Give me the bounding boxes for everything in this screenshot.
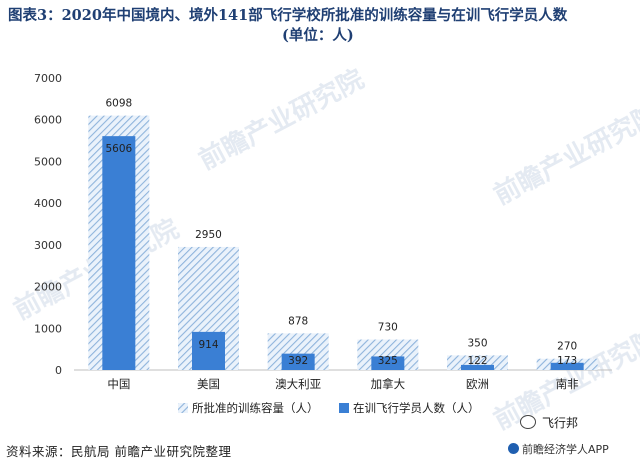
y-tick-label: 3000 <box>34 239 62 252</box>
x-tick-label: 美国 <box>197 377 220 391</box>
y-tick-label: 2000 <box>34 281 62 294</box>
legend: 所批准的训练容量（人） 在训飞行学员人数（人） <box>178 401 480 415</box>
legend-student-swatch <box>339 403 349 413</box>
wechat-label: 飞行邦 <box>542 416 579 430</box>
y-tick-label: 7000 <box>34 72 62 85</box>
student-value-label: 5606 <box>105 143 132 155</box>
axes: 0 1000 2000 3000 4000 5000 6000 7000 <box>34 72 612 377</box>
x-tick-label: 南非 <box>556 377 579 391</box>
brand-logo-icon <box>508 443 519 454</box>
x-tick-label: 中国 <box>107 377 130 391</box>
data-labels: 6098 5606 中国 2950 914 美国 878 392 澳大利亚 730 325 加拿大 35… <box>105 98 579 391</box>
student-value-label: 325 <box>378 355 398 367</box>
capacity-value-label: 730 <box>378 322 398 334</box>
y-tick-label: 1000 <box>34 322 62 335</box>
student-value-label: 173 <box>557 355 577 367</box>
capacity-value-label: 878 <box>288 315 308 327</box>
title-line-1: 图表3：2020年中国境内、境外141部飞行学校所批准的训练容量与在训飞行学员人… <box>8 7 568 24</box>
student-bar <box>550 362 584 370</box>
y-tick-label: 4000 <box>34 197 62 210</box>
x-tick-label: 欧洲 <box>466 377 489 391</box>
watermark-2: 前瞻产业研究院 <box>489 98 640 211</box>
legend-capacity-label: 所批准的训练容量（人） <box>192 401 319 415</box>
y-tick-label: 0 <box>55 364 62 377</box>
y-tick-label: 6000 <box>34 114 62 127</box>
y-tick-label: 5000 <box>34 155 62 168</box>
title-line-2: (单位：人) <box>282 27 354 44</box>
student-bar <box>192 331 225 370</box>
capacity-value-label: 6098 <box>105 98 132 110</box>
wechat-badge: 飞行邦 <box>520 414 578 431</box>
student-bar <box>461 364 494 370</box>
capacity-value-label: 350 <box>467 337 487 349</box>
student-bar <box>281 353 315 370</box>
bars <box>88 115 598 371</box>
brand-credit: 前瞻经济学人APP <box>508 441 609 457</box>
brand-label: 前瞻经济学人APP <box>522 443 609 456</box>
wechat-icon <box>520 415 536 429</box>
x-tick-label: 澳大利亚 <box>275 377 321 391</box>
student-value-label: 914 <box>198 339 218 351</box>
student-bar <box>102 136 136 370</box>
legend-student-label: 在训飞行学员人数（人） <box>353 401 480 415</box>
student-value-label: 392 <box>288 355 308 367</box>
source-note: 资料来源：民航局 前瞻产业研究院整理 <box>6 444 232 459</box>
legend-capacity-swatch <box>178 403 188 413</box>
student-bar <box>371 356 405 370</box>
capacity-value-label: 2950 <box>195 229 222 241</box>
x-tick-label: 加拿大 <box>371 377 406 391</box>
watermark-1: 前瞻产业研究院 <box>194 63 369 176</box>
student-value-label: 122 <box>467 355 487 367</box>
chart-title: 图表3：2020年中国境内、境外141部飞行学校所批准的训练容量与在训飞行学员人… <box>8 6 628 46</box>
capacity-value-label: 270 <box>557 341 577 353</box>
